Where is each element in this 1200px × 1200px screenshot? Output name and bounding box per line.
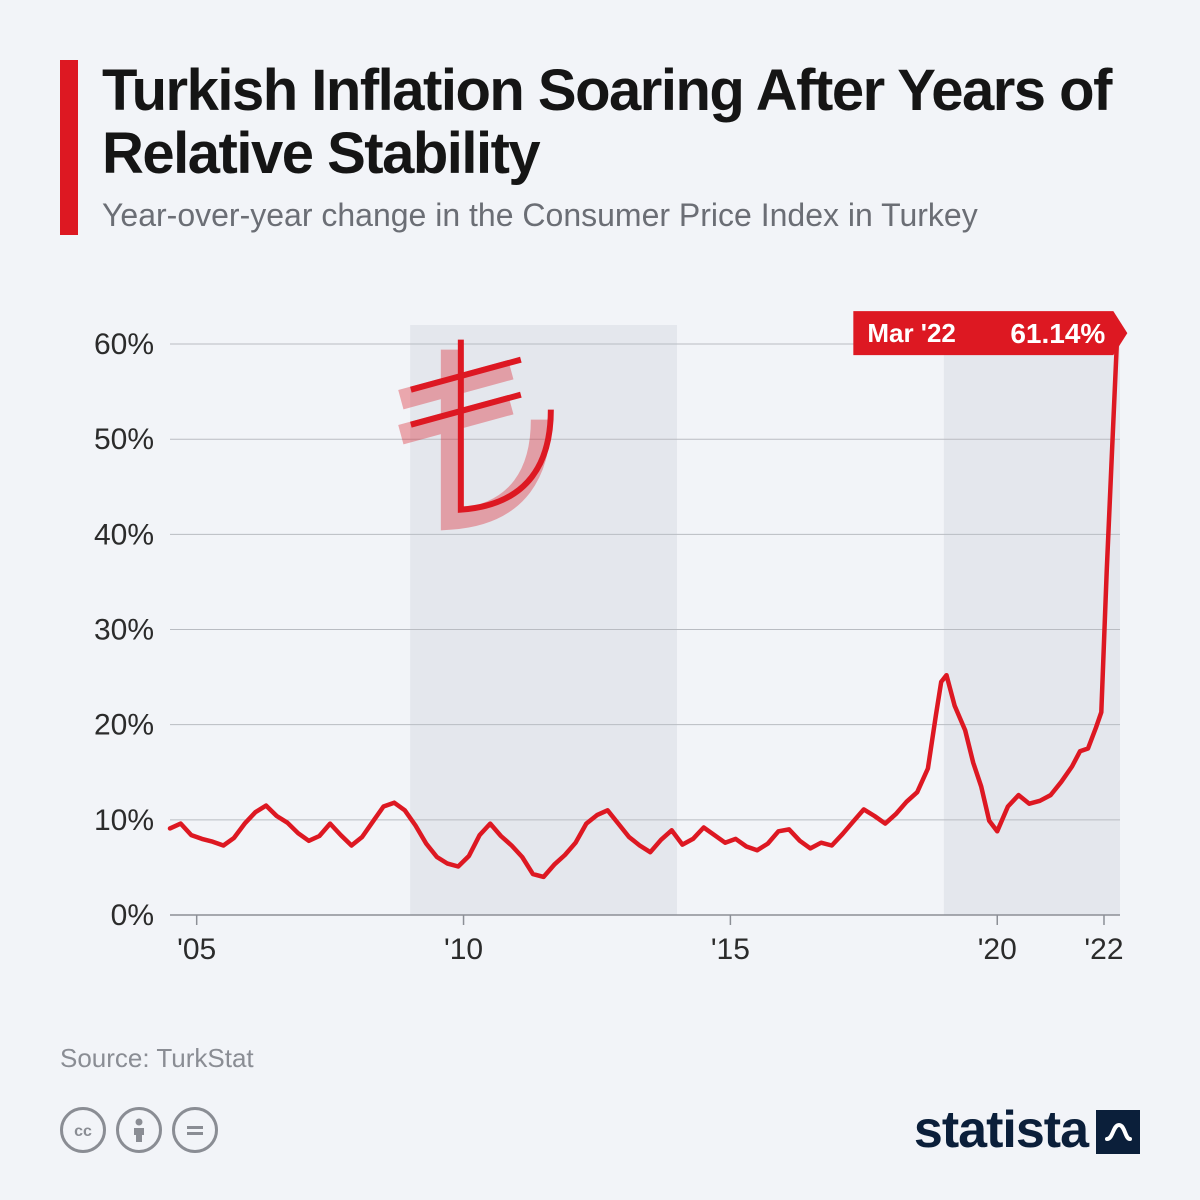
source-label: Source: TurkStat — [60, 1043, 1140, 1074]
line-chart: 0% 10% 20% 30% 40% 50% 60% '05 '10 '15 '20 '22 Mar '… — [60, 265, 1140, 985]
brand-name: statista — [914, 1100, 1088, 1160]
y-axis-tick-label: 60% — [94, 328, 154, 361]
header: Turkish Inflation Soaring After Years of… — [60, 60, 1140, 235]
page-title: Turkish Inflation Soaring After Years of… — [102, 60, 1140, 185]
infographic-page: Turkish Inflation Soaring After Years of… — [0, 0, 1200, 1200]
y-axis-tick-label: 30% — [94, 614, 154, 647]
y-axis-tick-label: 20% — [94, 709, 154, 742]
title-accent-bar — [60, 60, 78, 235]
y-axis-tick-label: 10% — [94, 804, 154, 837]
cc-by-icon — [116, 1107, 162, 1153]
footer-row: cc statista — [60, 1100, 1140, 1160]
y-axis-tick-label: 0% — [111, 899, 154, 932]
page-subtitle: Year-over-year change in the Consumer Pr… — [102, 195, 1140, 235]
x-axis-tick-label: '15 — [711, 933, 750, 966]
cc-icon: cc — [60, 1107, 106, 1153]
callout-value: 61.14% — [1010, 318, 1105, 349]
brand-mark-icon — [1096, 1110, 1140, 1154]
x-axis-tick-label: '20 — [978, 933, 1017, 966]
brand: statista — [914, 1100, 1140, 1160]
footer: Source: TurkStat cc — [60, 1043, 1140, 1160]
chart-shaded-region — [944, 325, 1120, 915]
y-axis-tick-label: 40% — [94, 519, 154, 552]
cc-nd-icon — [172, 1107, 218, 1153]
cc-license-icons: cc — [60, 1107, 218, 1153]
y-axis-tick-label: 50% — [94, 423, 154, 456]
svg-text:cc: cc — [74, 1123, 92, 1140]
x-axis-tick-label: '10 — [444, 933, 483, 966]
callout-date: Mar '22 — [867, 318, 956, 348]
title-block: Turkish Inflation Soaring After Years of… — [102, 60, 1140, 235]
x-axis-tick-label: '05 — [177, 933, 216, 966]
chart-svg: 0% 10% 20% 30% 40% 50% 60% '05 '10 '15 '20 '22 Mar '… — [60, 265, 1140, 985]
x-axis-tick-label: '22 — [1084, 933, 1123, 966]
